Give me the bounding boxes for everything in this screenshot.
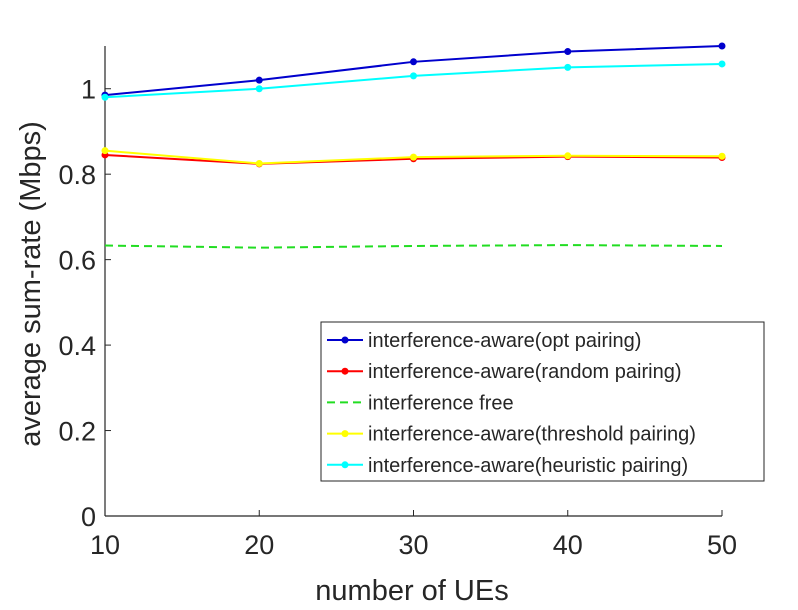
legend-item: interference-aware(random pairing) bbox=[327, 361, 681, 383]
x-tick-label: 30 bbox=[398, 530, 428, 560]
data-point bbox=[410, 153, 417, 161]
legend-item: interference-aware(threshold pairing) bbox=[327, 424, 696, 446]
legend-item: interference-aware(opt pairing) bbox=[327, 330, 641, 352]
legend-swatch-marker bbox=[341, 336, 349, 344]
y-tick-label: 0 bbox=[81, 502, 96, 532]
series-3 bbox=[104, 244, 723, 249]
data-point bbox=[718, 42, 726, 50]
x-tick-label: 10 bbox=[90, 530, 120, 560]
series-line bbox=[104, 62, 723, 99]
x-axis-label: number of UEs bbox=[315, 575, 508, 607]
legend-label: interference free bbox=[368, 392, 514, 414]
legend-item: interference-aware(heuristic pairing) bbox=[327, 455, 688, 477]
axes: 10 20 30 40 50 0 0.2 0.4 0.6 0.8 1 bbox=[58, 46, 737, 560]
legend-swatch-marker bbox=[341, 430, 349, 438]
y-tick-label: 0.6 bbox=[58, 246, 96, 276]
data-point bbox=[564, 152, 572, 160]
y-axis-label: average sum-rate (Mbps) bbox=[15, 121, 47, 447]
legend-label: interference-aware(opt pairing) bbox=[368, 330, 641, 352]
data-point bbox=[564, 63, 572, 71]
y-tick-label: 1 bbox=[81, 75, 96, 105]
legend-item: interference free bbox=[327, 392, 514, 414]
legend-label: interference-aware(threshold pairing) bbox=[368, 424, 696, 446]
series-line bbox=[104, 244, 723, 249]
series-1 bbox=[101, 42, 726, 99]
data-point bbox=[718, 152, 726, 160]
y-tick-label: 0.8 bbox=[58, 160, 96, 190]
x-tick-label: 40 bbox=[553, 530, 583, 560]
legend: interference-aware(opt pairing) interfere… bbox=[320, 321, 765, 482]
data-point bbox=[410, 72, 417, 80]
legend-label: interference-aware(random pairing) bbox=[368, 361, 681, 383]
y-tick-label: 0.4 bbox=[58, 331, 96, 361]
legend-box bbox=[320, 321, 765, 482]
data-point bbox=[101, 93, 109, 101]
data-point bbox=[564, 48, 572, 56]
x-tick-label: 50 bbox=[707, 530, 737, 560]
data-point bbox=[718, 60, 726, 68]
data-point bbox=[255, 76, 263, 84]
data-point bbox=[101, 147, 109, 155]
x-tick-label: 20 bbox=[244, 530, 274, 560]
legend-label: interference-aware(heuristic pairing) bbox=[368, 455, 688, 477]
data-point bbox=[255, 160, 263, 167]
data-point bbox=[255, 85, 263, 93]
legend-swatch-marker bbox=[341, 367, 349, 375]
data-point bbox=[410, 58, 417, 66]
series-line bbox=[104, 45, 723, 97]
series-5 bbox=[101, 60, 726, 101]
y-tick-label: 0.2 bbox=[58, 417, 96, 447]
series-layer bbox=[101, 42, 726, 249]
legend-swatch-marker bbox=[341, 461, 349, 469]
series-4 bbox=[101, 147, 726, 167]
